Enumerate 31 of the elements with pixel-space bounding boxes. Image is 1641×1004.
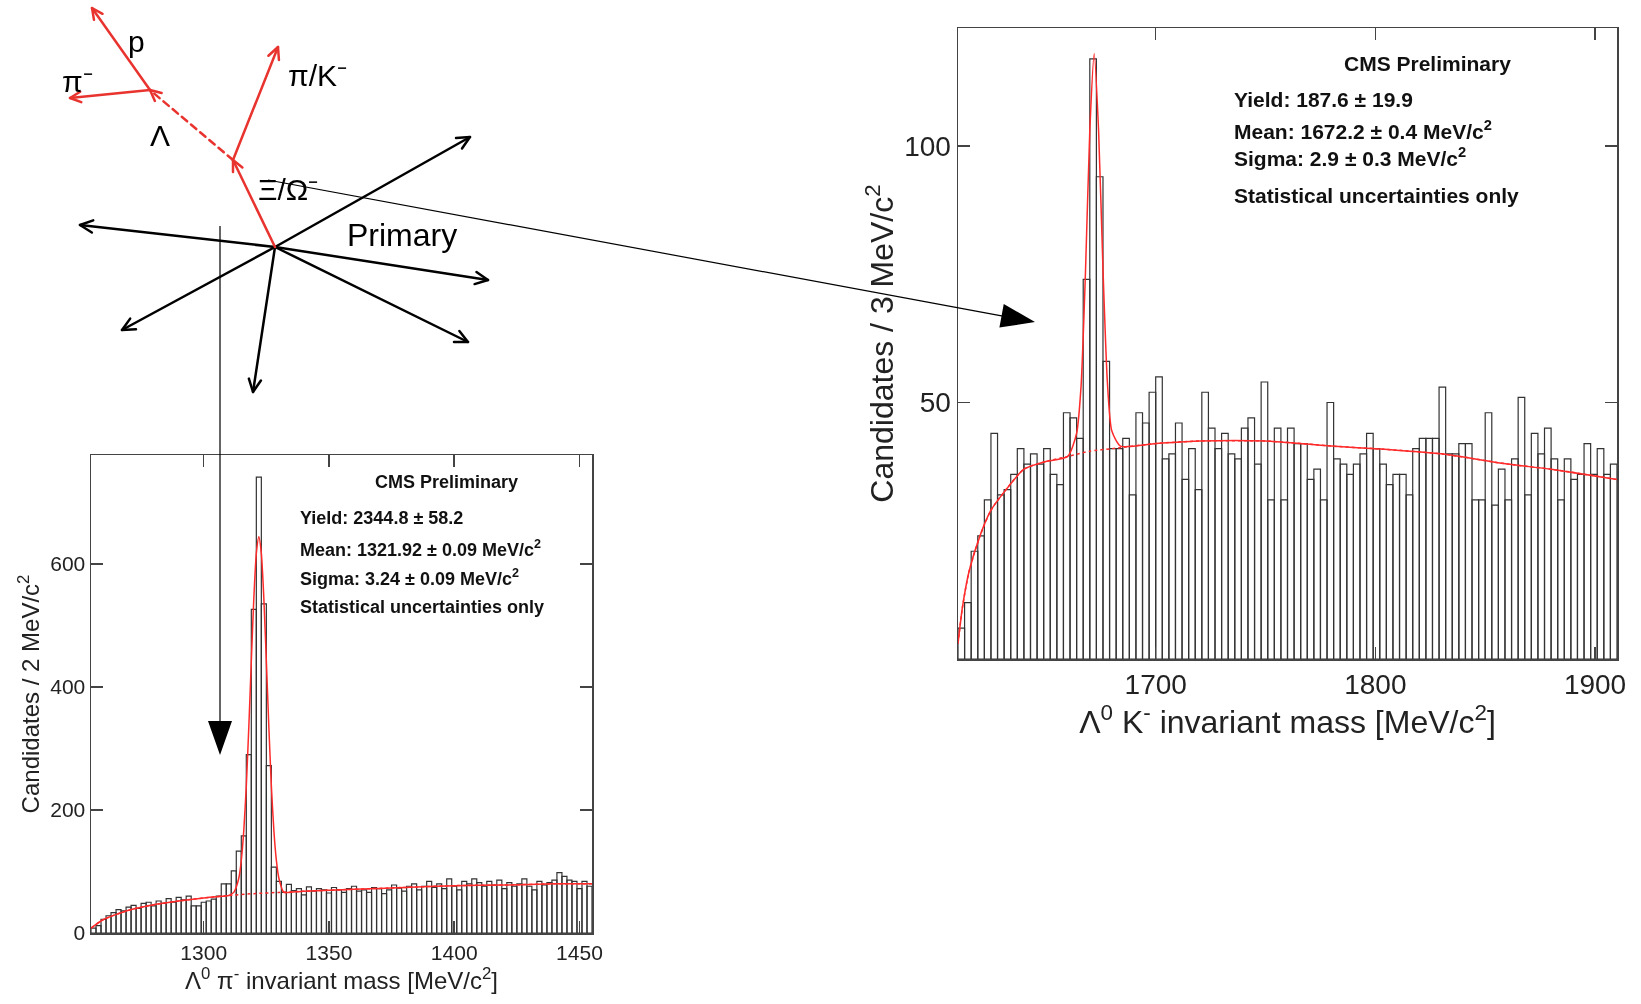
y-tick-label: 100 [904,130,951,162]
annotation: Statistical uncertainties only [300,597,545,617]
x-tick-label: 1900 [1563,669,1627,701]
text: Λ [150,119,171,152]
x-tick-label: 1800 [1344,669,1407,701]
x-tick-label: 1400 [430,940,478,964]
x-tick-label: 1450 [556,940,603,964]
annotation: CMS Preliminary [1344,52,1512,75]
text: p [128,25,145,58]
text: π⁻ [62,65,93,98]
text: Primary [347,217,458,253]
annotation: Sigma: 3.24 ± 0.09 MeV/c$^{2}$ [300,566,519,589]
annotation: Statistical uncertainties only [1234,184,1520,207]
x-tick-label: 1300 [180,940,228,964]
text: Ξ/Ω⁻ [258,173,319,206]
text: π/K⁻ [288,59,348,92]
annotation: Yield: 2344.8 ± 58.2 [300,508,464,528]
x-axis-title: Λ$^{0}$ K$^{-}$ invariant mass [MeV/c$^{2}$] [1079,699,1496,740]
annotation: Sigma: 2.9 ± 0.3 MeV/c$^{2}$ [1234,144,1467,170]
x-tick-label: 1700 [1124,669,1187,701]
y-tick-label: 200 [50,798,86,822]
annotation: Mean: 1321.92 ± 0.09 MeV/c$^{2}$ [300,537,542,560]
y-tick-label: 50 [919,387,951,419]
y-tick-label: 0 [73,921,86,945]
y-tick-label: 400 [50,675,86,699]
annotation: Mean: 1672.2 ± 0.4 MeV/c$^{2}$ [1234,117,1492,143]
x-tick-label: 1350 [305,940,353,964]
x-axis-title: Λ$^{0}$ π$^{-}$ invariant mass [MeV/c$^{2}$] [185,963,498,994]
annotation: Yield: 187.6 ± 19.9 [1234,88,1413,111]
annotation: CMS Preliminary [375,472,519,492]
y-tick-label: 600 [50,552,86,576]
